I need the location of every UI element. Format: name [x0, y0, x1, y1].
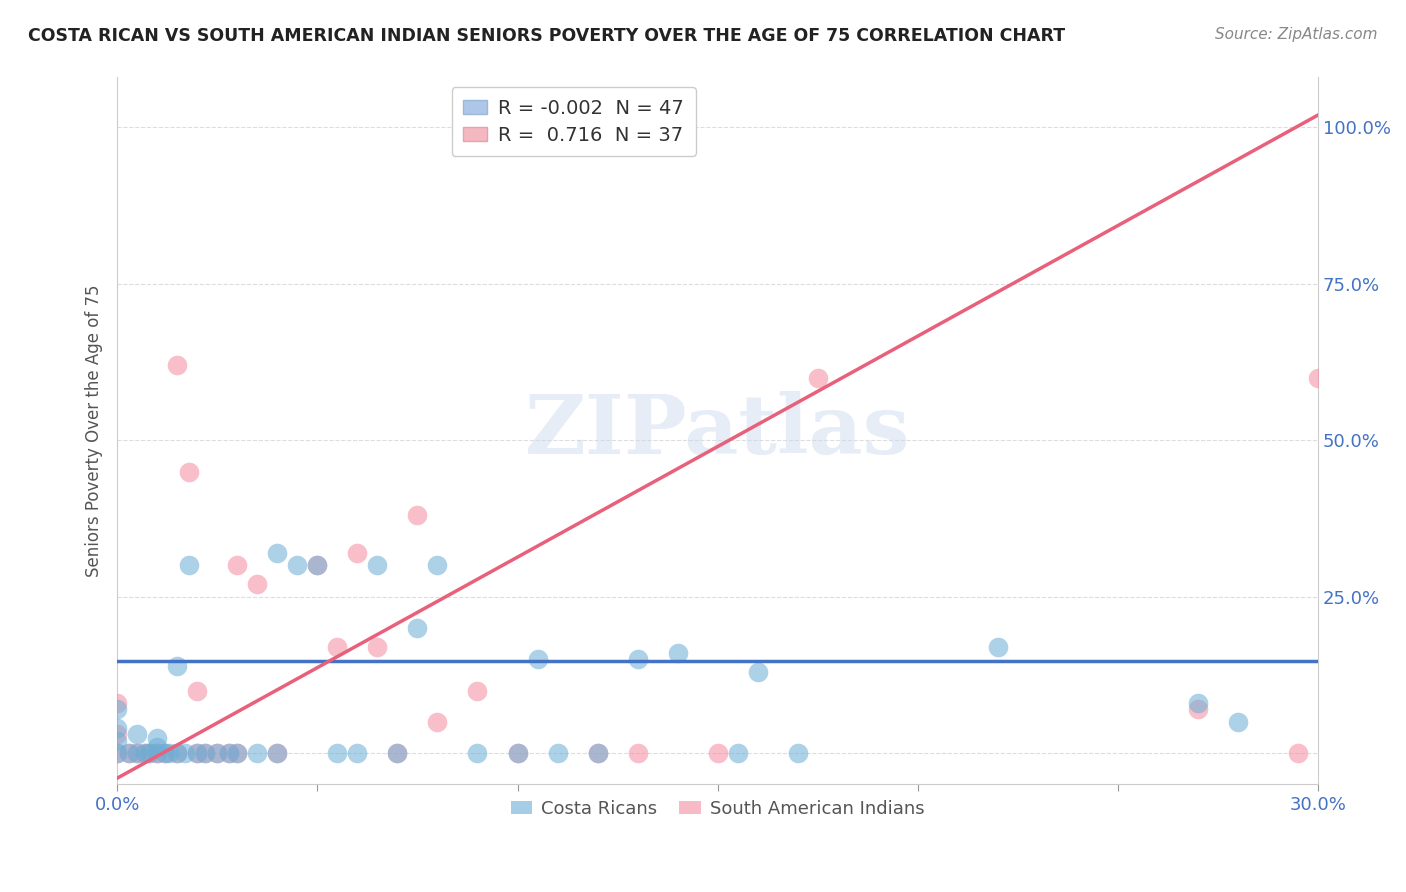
Point [105, 746, 128, 760]
Point [138, 746, 160, 760]
Point [105, 727, 128, 741]
Point [987, 640, 1010, 654]
Point [155, 746, 177, 760]
Point [426, 558, 449, 573]
Point [807, 370, 830, 384]
Point [118, 746, 141, 760]
Legend: Costa Ricans, South American Indians: Costa Ricans, South American Indians [503, 792, 932, 825]
Point [266, 546, 288, 560]
Point [174, 746, 197, 760]
Point [1286, 746, 1309, 760]
Point [326, 640, 349, 654]
Point [207, 746, 229, 760]
Point [346, 746, 368, 760]
Point [406, 621, 429, 635]
Point [138, 746, 160, 760]
Point [194, 746, 217, 760]
Point [266, 746, 288, 760]
Point [246, 577, 269, 591]
Point [1187, 696, 1209, 710]
Text: ZIPatlas: ZIPatlas [524, 391, 911, 471]
Point [166, 746, 188, 760]
Point [266, 746, 288, 760]
Point [186, 746, 208, 760]
Point [526, 652, 548, 666]
Point [586, 746, 609, 760]
Point [506, 746, 529, 760]
Point [666, 646, 689, 660]
Point [467, 746, 489, 760]
Point [155, 746, 177, 760]
Point [1308, 370, 1330, 384]
Point [1227, 714, 1250, 729]
Point [134, 746, 156, 760]
Point [246, 746, 269, 760]
Point [179, 558, 201, 573]
Point [166, 658, 188, 673]
Point [326, 746, 349, 760]
Point [346, 546, 368, 560]
Point [307, 558, 329, 573]
Point [226, 558, 249, 573]
Point [218, 746, 240, 760]
Point [218, 746, 240, 760]
Point [626, 746, 648, 760]
Point [387, 746, 409, 760]
Point [105, 696, 128, 710]
Point [467, 683, 489, 698]
Y-axis label: Seniors Poverty Over the Age of 75: Seniors Poverty Over the Age of 75 [86, 285, 103, 577]
Point [786, 746, 808, 760]
Point [127, 727, 149, 741]
Point [366, 640, 388, 654]
Point [179, 465, 201, 479]
Point [105, 733, 128, 747]
Point [146, 746, 169, 760]
Text: Source: ZipAtlas.com: Source: ZipAtlas.com [1215, 27, 1378, 42]
Point [307, 558, 329, 573]
Point [186, 746, 208, 760]
Point [105, 721, 128, 735]
Point [166, 746, 188, 760]
Point [547, 746, 569, 760]
Point [506, 746, 529, 760]
Text: COSTA RICAN VS SOUTH AMERICAN INDIAN SENIORS POVERTY OVER THE AGE OF 75 CORRELAT: COSTA RICAN VS SOUTH AMERICAN INDIAN SEN… [28, 27, 1066, 45]
Point [747, 665, 769, 679]
Point [194, 746, 217, 760]
Point [207, 746, 229, 760]
Point [118, 746, 141, 760]
Point [366, 558, 388, 573]
Point [146, 739, 169, 754]
Point [146, 731, 169, 745]
Point [134, 746, 156, 760]
Point [105, 746, 128, 760]
Point [146, 746, 169, 760]
Point [387, 746, 409, 760]
Point [706, 746, 728, 760]
Point [406, 508, 429, 523]
Point [285, 558, 308, 573]
Point [226, 746, 249, 760]
Point [226, 746, 249, 760]
Point [727, 746, 749, 760]
Point [426, 714, 449, 729]
Point [626, 652, 648, 666]
Point [127, 746, 149, 760]
Point [105, 702, 128, 716]
Point [157, 746, 180, 760]
Point [1187, 702, 1209, 716]
Point [127, 746, 149, 760]
Point [586, 746, 609, 760]
Point [186, 683, 208, 698]
Point [166, 358, 188, 372]
